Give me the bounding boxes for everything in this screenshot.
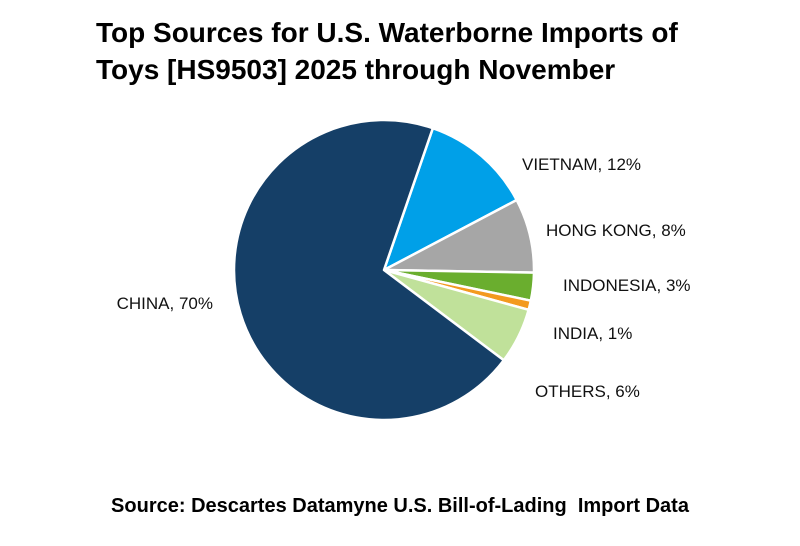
slice-label-china: CHINA, 70% — [117, 294, 213, 313]
slice-label-indonesia: INDONESIA, 3% — [563, 276, 691, 295]
pie-slice-china — [232, 118, 506, 422]
chart-title-line-1: Top Sources for U.S. Waterborne Imports … — [96, 17, 678, 48]
chart-title-line-2: Toys [HS9503] 2025 through November — [96, 54, 616, 85]
pie-slice-vietnam — [382, 126, 518, 272]
slice-label-others: OTHERS, 6% — [535, 382, 640, 401]
slice-label-india: INDIA, 1% — [553, 324, 632, 343]
slice-label-hong-kong: HONG KONG, 8% — [546, 221, 686, 240]
chart-title: Top Sources for U.S. Waterborne Imports … — [96, 14, 776, 88]
chart-source-note: Source: Descartes Datamyne U.S. Bill-of-… — [111, 495, 689, 517]
slice-label-vietnam: VIETNAM, 12% — [522, 155, 641, 174]
